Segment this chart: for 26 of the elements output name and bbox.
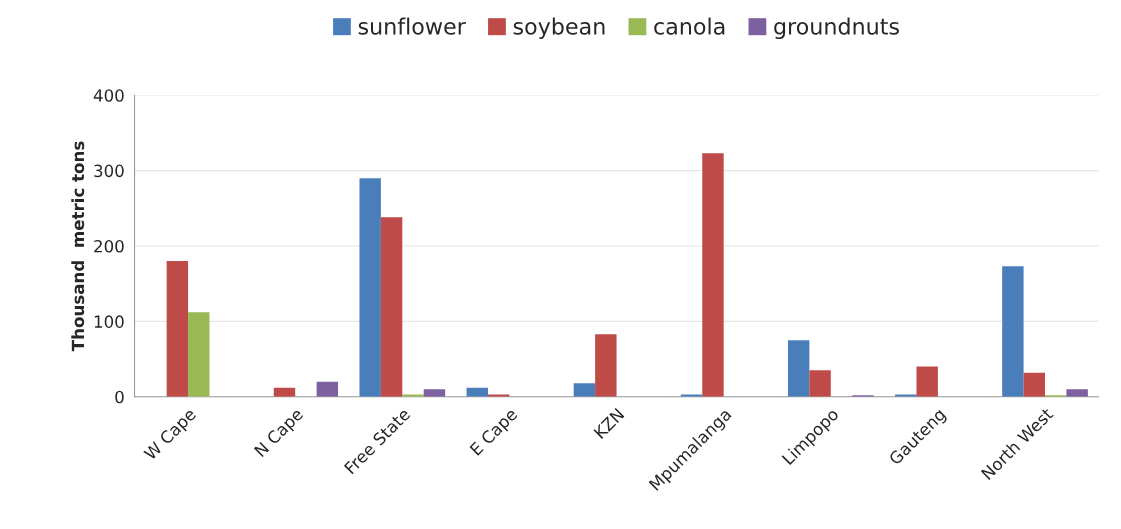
y-tick-label: 0 bbox=[115, 390, 124, 404]
y-tick-label: 200 bbox=[94, 239, 124, 253]
bar bbox=[316, 381, 339, 397]
bar bbox=[573, 383, 596, 397]
legend-label: soybean bbox=[513, 17, 605, 40]
legend-label: sunflower bbox=[358, 17, 466, 35]
y-tick-label: 100 bbox=[94, 315, 124, 328]
bar bbox=[402, 394, 424, 397]
bar bbox=[916, 366, 938, 397]
y-tick-label: 400 bbox=[93, 89, 124, 102]
bar bbox=[1066, 389, 1088, 397]
y-tick-label: 300 bbox=[94, 164, 124, 178]
bar bbox=[787, 340, 810, 397]
bar bbox=[380, 217, 403, 397]
bar bbox=[595, 334, 617, 397]
bar bbox=[1002, 266, 1024, 397]
bar bbox=[359, 178, 381, 397]
bar bbox=[702, 153, 724, 397]
bar bbox=[423, 389, 446, 397]
bar bbox=[188, 312, 210, 397]
bar bbox=[166, 261, 189, 397]
legend-label: groundnuts bbox=[774, 17, 899, 40]
y-axis-title: Thousand metric tons bbox=[71, 141, 85, 352]
bar bbox=[1023, 372, 1046, 397]
bar bbox=[809, 370, 831, 397]
legend-label: canola bbox=[654, 17, 725, 35]
